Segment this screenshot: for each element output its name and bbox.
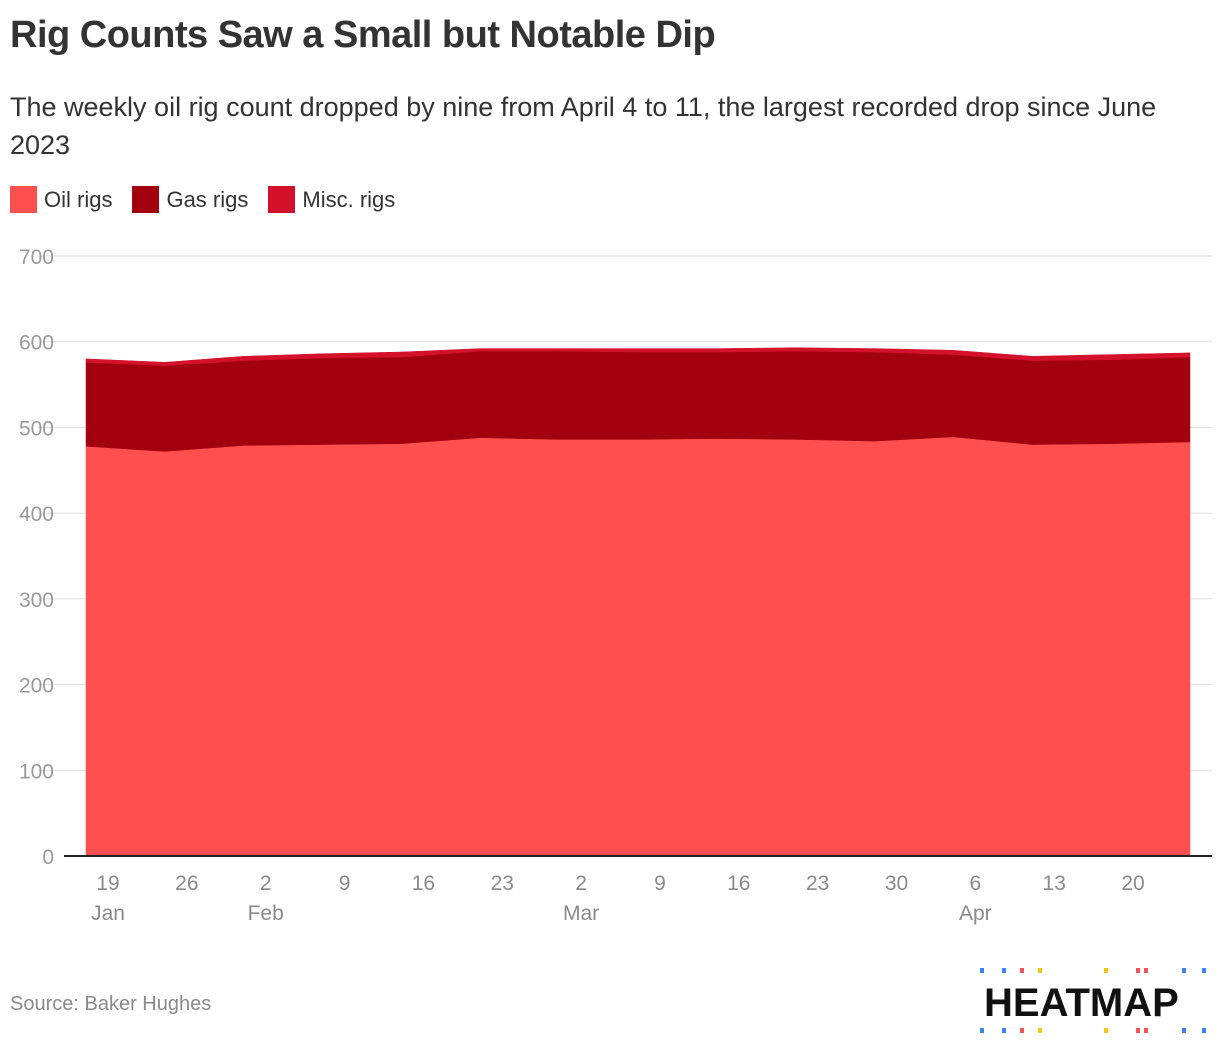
source-note: Source: Baker Hughes [10, 993, 212, 1015]
x-tick-day: 9 [654, 872, 666, 895]
legend-swatch-misc [268, 186, 296, 213]
x-tick-day: 16 [412, 872, 435, 895]
y-axis-labels: 0 100 200 300 400 500 600 700 [19, 246, 54, 869]
x-tick-day: 6 [970, 872, 982, 895]
y-tick-label: 0 [42, 846, 54, 869]
x-tick-day: 16 [727, 872, 750, 895]
y-tick-label: 200 [19, 675, 54, 698]
chart-title: Rig Counts Saw a Small but Notable Dip [10, 14, 716, 56]
y-tick-label: 100 [19, 760, 54, 783]
area-series-misc-rigs [85, 347, 1191, 366]
area-series-oil-rigs [85, 436, 1191, 857]
y-tick-label: 300 [19, 589, 54, 612]
x-tick-day: 23 [491, 872, 514, 895]
x-tick-month: Apr [959, 902, 992, 925]
area-chart: 19 Jan 26 2 Feb 9 16 23 2 Mar 9 16 23 30 6 Apr 13 20 0 100… [19, 246, 1212, 925]
logo-dots-top [980, 968, 1206, 973]
x-tick-month: Feb [248, 902, 284, 925]
x-tick-day: 2 [260, 872, 272, 895]
x-tick-day: 30 [885, 872, 908, 895]
x-tick-day: 23 [806, 872, 829, 895]
area-series-gas-rigs [85, 350, 1191, 452]
y-tick-label: 500 [19, 417, 54, 440]
legend-swatch-gas [132, 186, 160, 213]
legend: Oil rigs Gas rigs Misc. rigs [10, 186, 415, 213]
x-tick-day: 9 [339, 872, 351, 895]
y-tick-label: 600 [19, 332, 54, 355]
legend-item-misc: Misc. rigs [268, 186, 395, 213]
x-tick-day: 20 [1121, 872, 1144, 895]
stacked-areas [85, 347, 1191, 857]
x-tick-day: 2 [575, 872, 587, 895]
logo-text: HEATMAP [984, 981, 1179, 1025]
y-tick-label: 700 [19, 246, 54, 269]
x-tick-day: 19 [96, 872, 119, 895]
x-tick-day: 13 [1043, 872, 1066, 895]
legend-item-gas: Gas rigs [132, 186, 248, 213]
legend-item-oil: Oil rigs [10, 186, 112, 213]
x-tick-month: Mar [563, 902, 599, 925]
legend-label-oil: Oil rigs [44, 186, 113, 212]
x-tick-day: 26 [175, 872, 198, 895]
logo-dots-bottom [980, 1028, 1206, 1033]
legend-label-gas: Gas rigs [166, 186, 249, 212]
legend-swatch-oil [10, 186, 37, 213]
heatmap-logo: HEATMAP [980, 968, 1206, 1033]
x-axis: 19 Jan 26 2 Feb 9 16 23 2 Mar 9 16 23 30 6 Apr 13 20 [64, 855, 1212, 925]
x-tick-month: Jan [91, 902, 125, 925]
chart-subtitle: The weekly oil rig count dropped by nine… [10, 92, 1157, 160]
legend-label-misc: Misc. rigs [302, 186, 396, 212]
y-tick-label: 400 [19, 503, 54, 526]
